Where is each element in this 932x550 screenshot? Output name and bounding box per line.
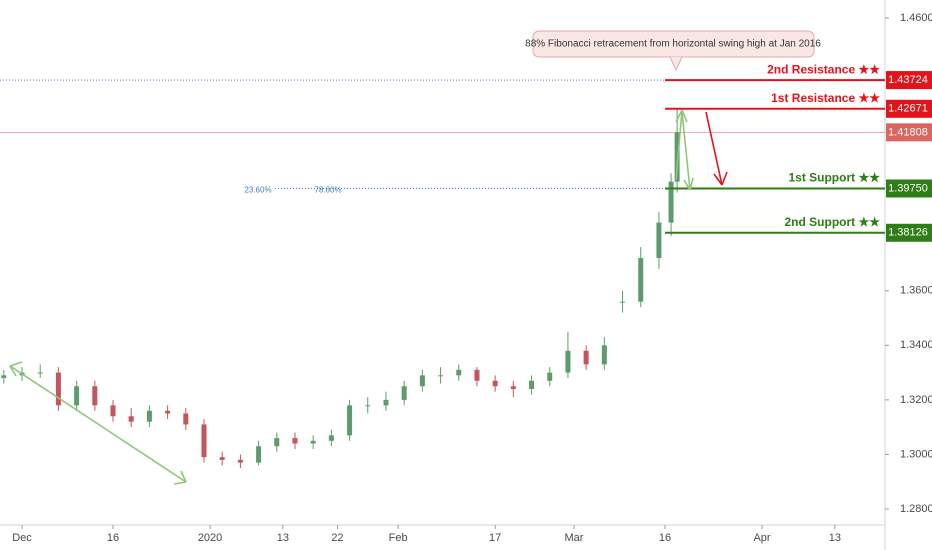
arrows: [9, 109, 728, 485]
y-tick-label: 1.32000: [900, 394, 932, 406]
candle-body: [583, 350, 589, 365]
candle-body: [474, 369, 480, 381]
level-name: 1st Resistance ★★: [771, 91, 880, 105]
candle-body: [237, 459, 243, 463]
candle-body: [565, 350, 571, 373]
candle-body: [492, 380, 498, 387]
level-price-label: 1.39750: [888, 182, 928, 194]
candle-body: [1, 375, 7, 379]
candle-body: [37, 372, 43, 374]
candle-body: [74, 386, 80, 406]
candle-body: [347, 405, 353, 436]
annotation: 88% Fibonacci retracement from horizonta…: [525, 39, 821, 50]
candle-body: [274, 438, 280, 447]
x-tick-label: Apr: [753, 532, 770, 544]
y-tick-label: 1.46000: [900, 12, 932, 24]
fib-label: 23.60%: [244, 186, 271, 195]
level-price-box: [886, 71, 932, 90]
candle-body: [128, 416, 134, 422]
level-price-box: [886, 99, 932, 118]
candle-body: [292, 438, 298, 444]
candle-body: [668, 181, 674, 223]
candle-body: [419, 375, 425, 387]
candle-body: [547, 372, 553, 381]
up-arrow: [675, 109, 688, 181]
y-tick-label: 1.36000: [900, 285, 932, 297]
candle-body: [674, 132, 680, 182]
candle-body: [310, 440, 316, 444]
candle-body: [328, 435, 334, 441]
candle-body: [256, 446, 262, 463]
candle-body: [638, 258, 644, 302]
last-price-box: [886, 123, 932, 142]
x-tick-label: Dec: [12, 532, 32, 544]
level-price-box: [886, 223, 932, 242]
x-tick-label: Feb: [389, 532, 408, 544]
down-green-arrow: [681, 111, 694, 191]
candle-body: [55, 372, 61, 406]
x-tick-label: Mar: [565, 532, 584, 544]
x-tick-label: 16: [107, 532, 119, 544]
level-name: 1st Support ★★: [788, 171, 880, 185]
candle-body: [438, 375, 444, 377]
x-tick-label: 17: [489, 532, 501, 544]
x-tick-label: 22: [331, 532, 343, 544]
fib-label: 78.60%: [314, 186, 341, 195]
x-tick-label: 16: [659, 532, 671, 544]
x-tick-label: 13: [829, 532, 841, 544]
level-price-box: [886, 179, 932, 198]
candle-body: [110, 405, 116, 417]
candle-body: [365, 405, 371, 407]
candle-body: [456, 369, 462, 376]
candle-body: [201, 424, 207, 458]
level-name: 2nd Resistance ★★: [767, 62, 880, 76]
level-name: 2nd Support ★★: [784, 215, 880, 229]
x-tick-label: 2020: [198, 532, 222, 544]
last-price-label: 1.41808: [888, 126, 928, 138]
x-tick-label: 13: [277, 532, 289, 544]
candle-body: [383, 399, 389, 406]
candle-body: [146, 410, 152, 422]
candle-body: [183, 413, 189, 425]
candle-body: [601, 345, 607, 365]
annotation-box: 88% Fibonacci retracement from horizonta…: [525, 30, 821, 72]
y-tick-label: 1.30000: [900, 448, 932, 460]
annotation-pointer: [669, 56, 683, 72]
candle-body: [219, 457, 225, 460]
candle-body: [165, 410, 171, 414]
level-price-label: 1.43724: [888, 74, 928, 86]
candle-body: [92, 386, 98, 406]
y-tick-label: 1.34000: [900, 339, 932, 351]
plot: 1.46000 1.36000 1.34000 1.32000 1.30000 1.280…: [0, 12, 932, 544]
candle-body: [529, 380, 535, 389]
y-tick-label: 1.28000: [900, 503, 932, 515]
trend-arrow: [9, 361, 187, 485]
red-arrow: [705, 111, 728, 186]
candle-body: [656, 222, 662, 259]
candle-body: [620, 301, 626, 303]
level-price-label: 1.38126: [888, 227, 928, 239]
level-price-label: 1.42671: [888, 103, 928, 115]
candle-body: [401, 386, 407, 400]
candle-body: [510, 386, 516, 389]
